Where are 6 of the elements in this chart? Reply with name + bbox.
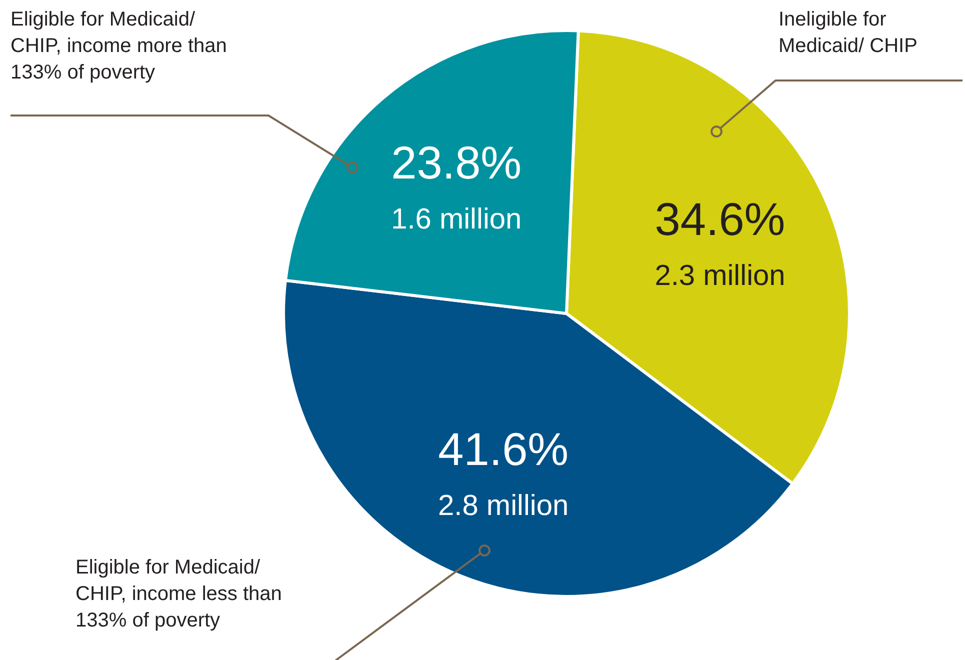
data-label: 34.6% 2.3 million	[654, 192, 786, 292]
slice-label: Ineligible for Medicaid/ CHIP	[778, 8, 918, 57]
data-label: 41.6% 2.8 million	[438, 423, 569, 522]
slice-label: Eligible for Medicaid/ CHIP, income more than 133% of poverty	[10, 8, 227, 84]
data-label: 23.8% 1.6 million	[391, 136, 522, 236]
slice-label: Eligible for Medicaid/ CHIP, income less than 133% of poverty	[76, 556, 282, 632]
